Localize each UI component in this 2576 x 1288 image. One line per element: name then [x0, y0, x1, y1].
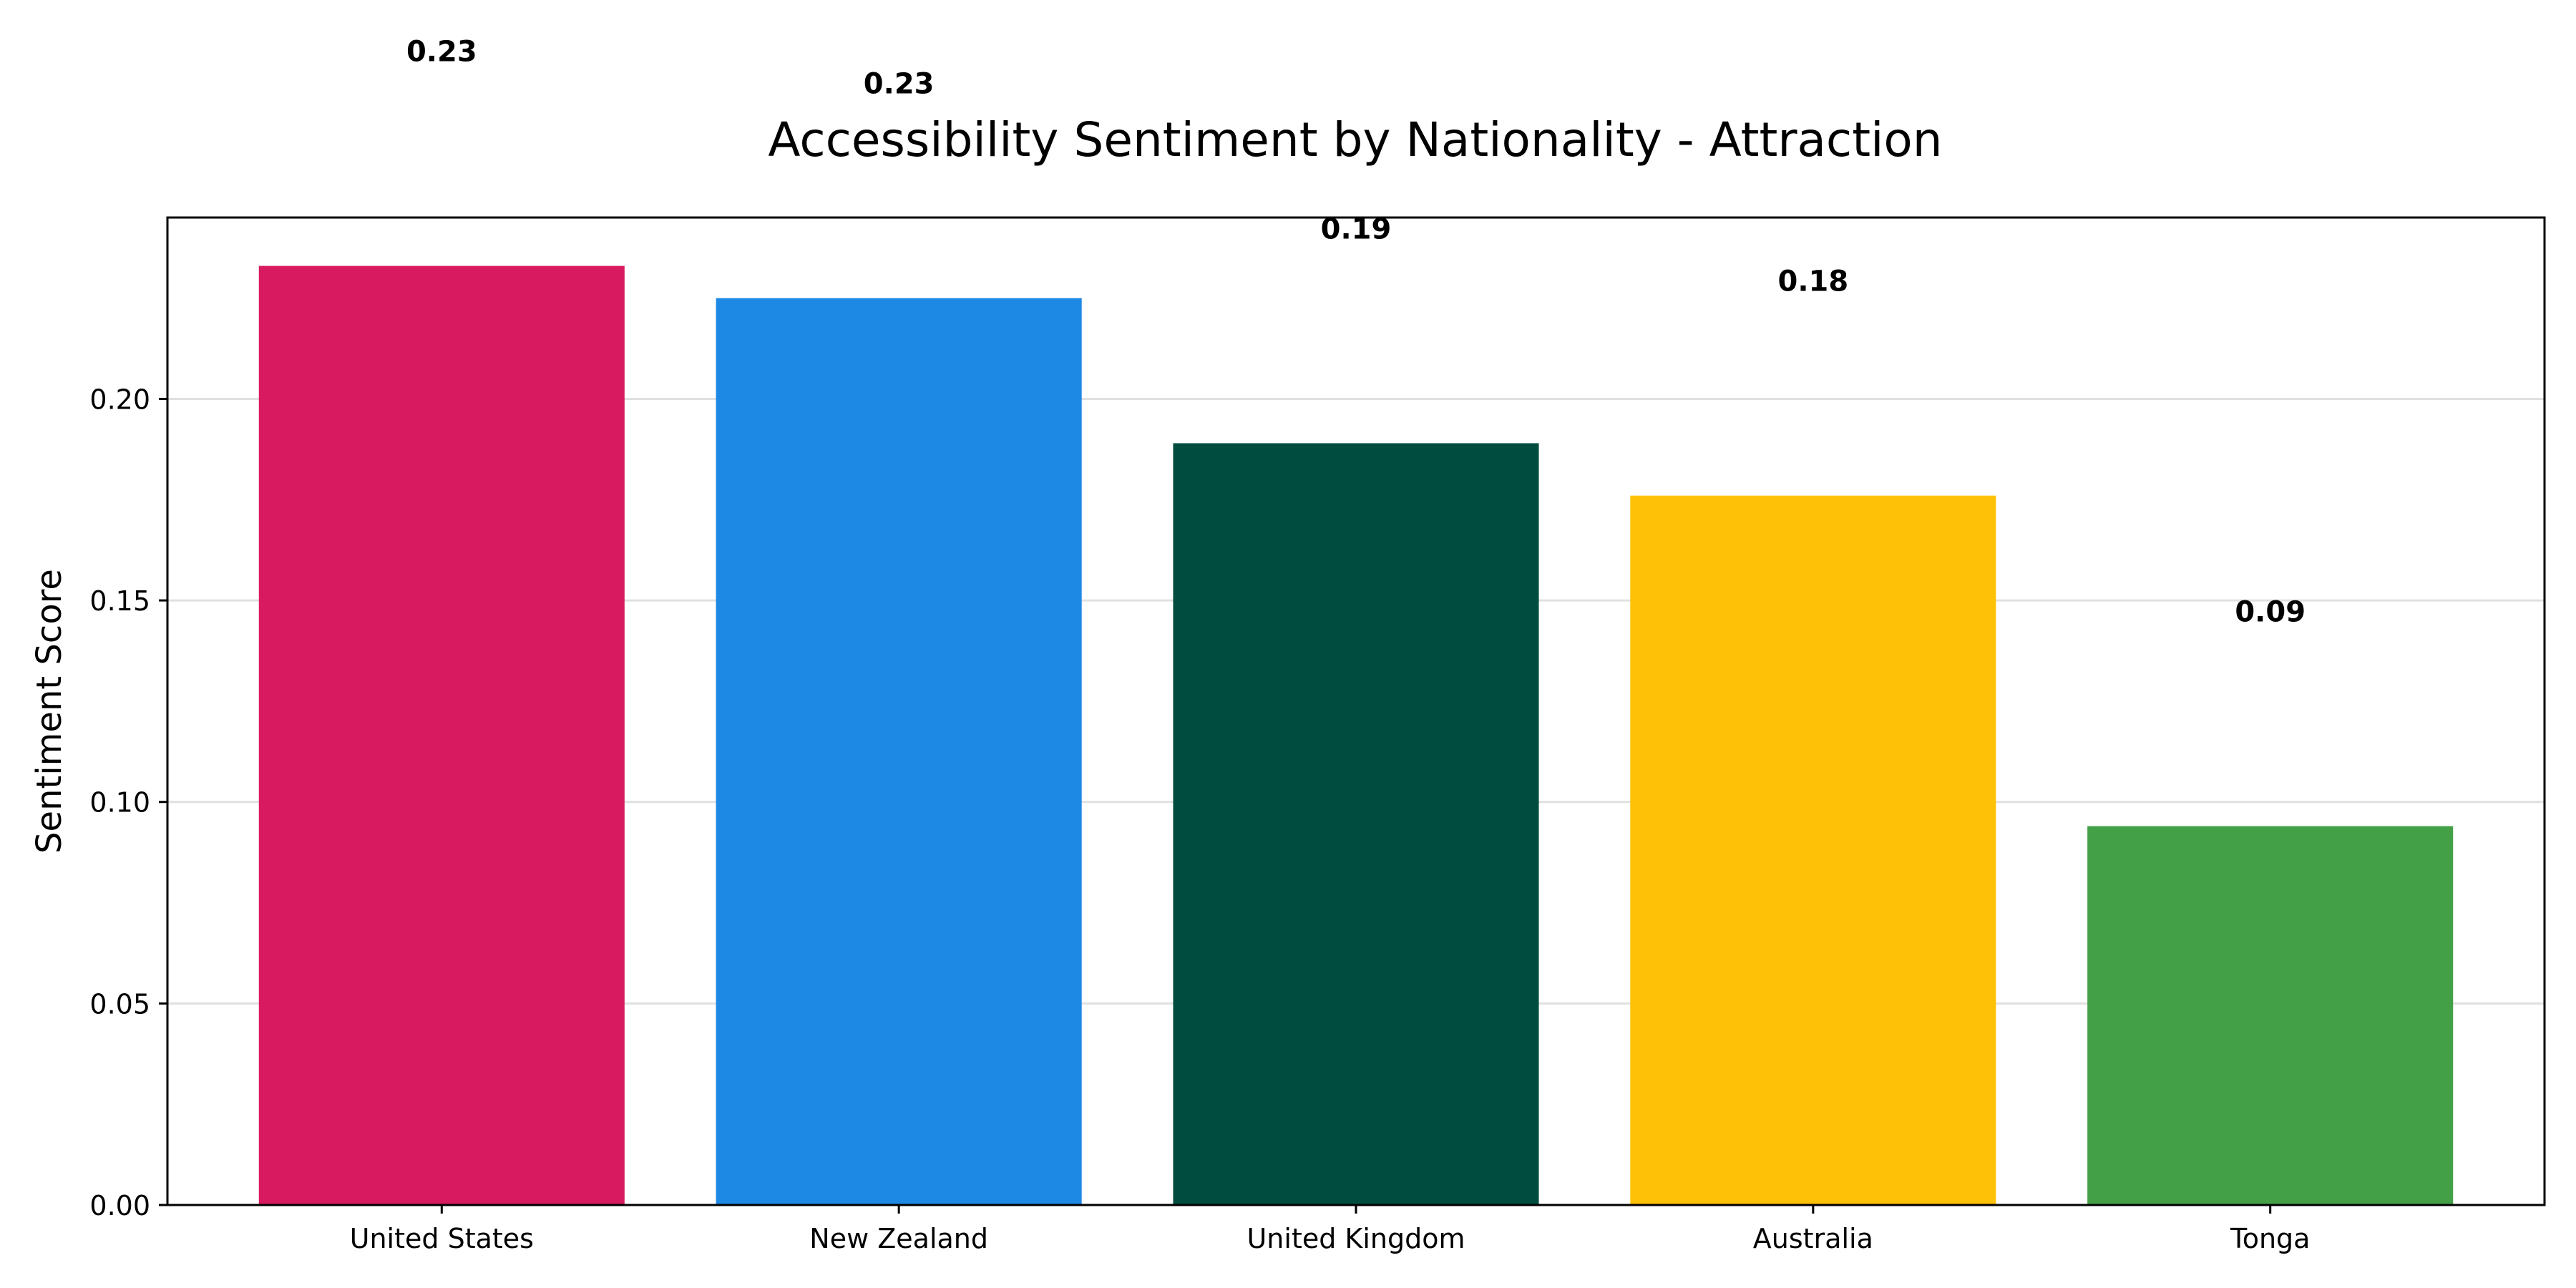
x-tick-label: Australia	[1753, 1223, 1873, 1254]
y-axis: 0.00 0.05 0.10 0.15 0.20	[89, 384, 167, 1221]
bar	[258, 265, 625, 1206]
y-tick-label: 0.20	[89, 384, 150, 415]
x-tick-label: United States	[350, 1223, 534, 1254]
bar	[716, 298, 1082, 1205]
x-tick-label: United Kingdom	[1246, 1223, 1465, 1254]
bars	[258, 265, 2454, 1206]
value-labels: 0.23 0.23 0.19 0.18 0.09	[406, 36, 2306, 629]
bar	[2087, 826, 2454, 1205]
data-label: 0.23	[406, 36, 477, 69]
data-label: 0.23	[864, 68, 935, 101]
y-tick-label: 0.00	[89, 1190, 150, 1221]
chart-title: Accessibility Sentiment by Nationality -…	[768, 112, 1942, 167]
x-axis: United States New Zealand United Kingdom Au…	[350, 1205, 2311, 1254]
bar	[1630, 495, 1996, 1205]
y-tick-label: 0.15	[89, 585, 150, 617]
y-axis-title: Sentiment Score	[29, 569, 69, 854]
x-tick-label: New Zealand	[809, 1223, 988, 1254]
data-label: 0.19	[1321, 213, 1392, 245]
data-label: 0.09	[2235, 596, 2306, 629]
x-tick-label: Tonga	[2230, 1223, 2311, 1254]
bar	[1173, 443, 1539, 1205]
y-tick-label: 0.10	[89, 787, 150, 819]
data-label: 0.18	[1777, 265, 1848, 298]
y-tick-label: 0.05	[89, 988, 150, 1020]
